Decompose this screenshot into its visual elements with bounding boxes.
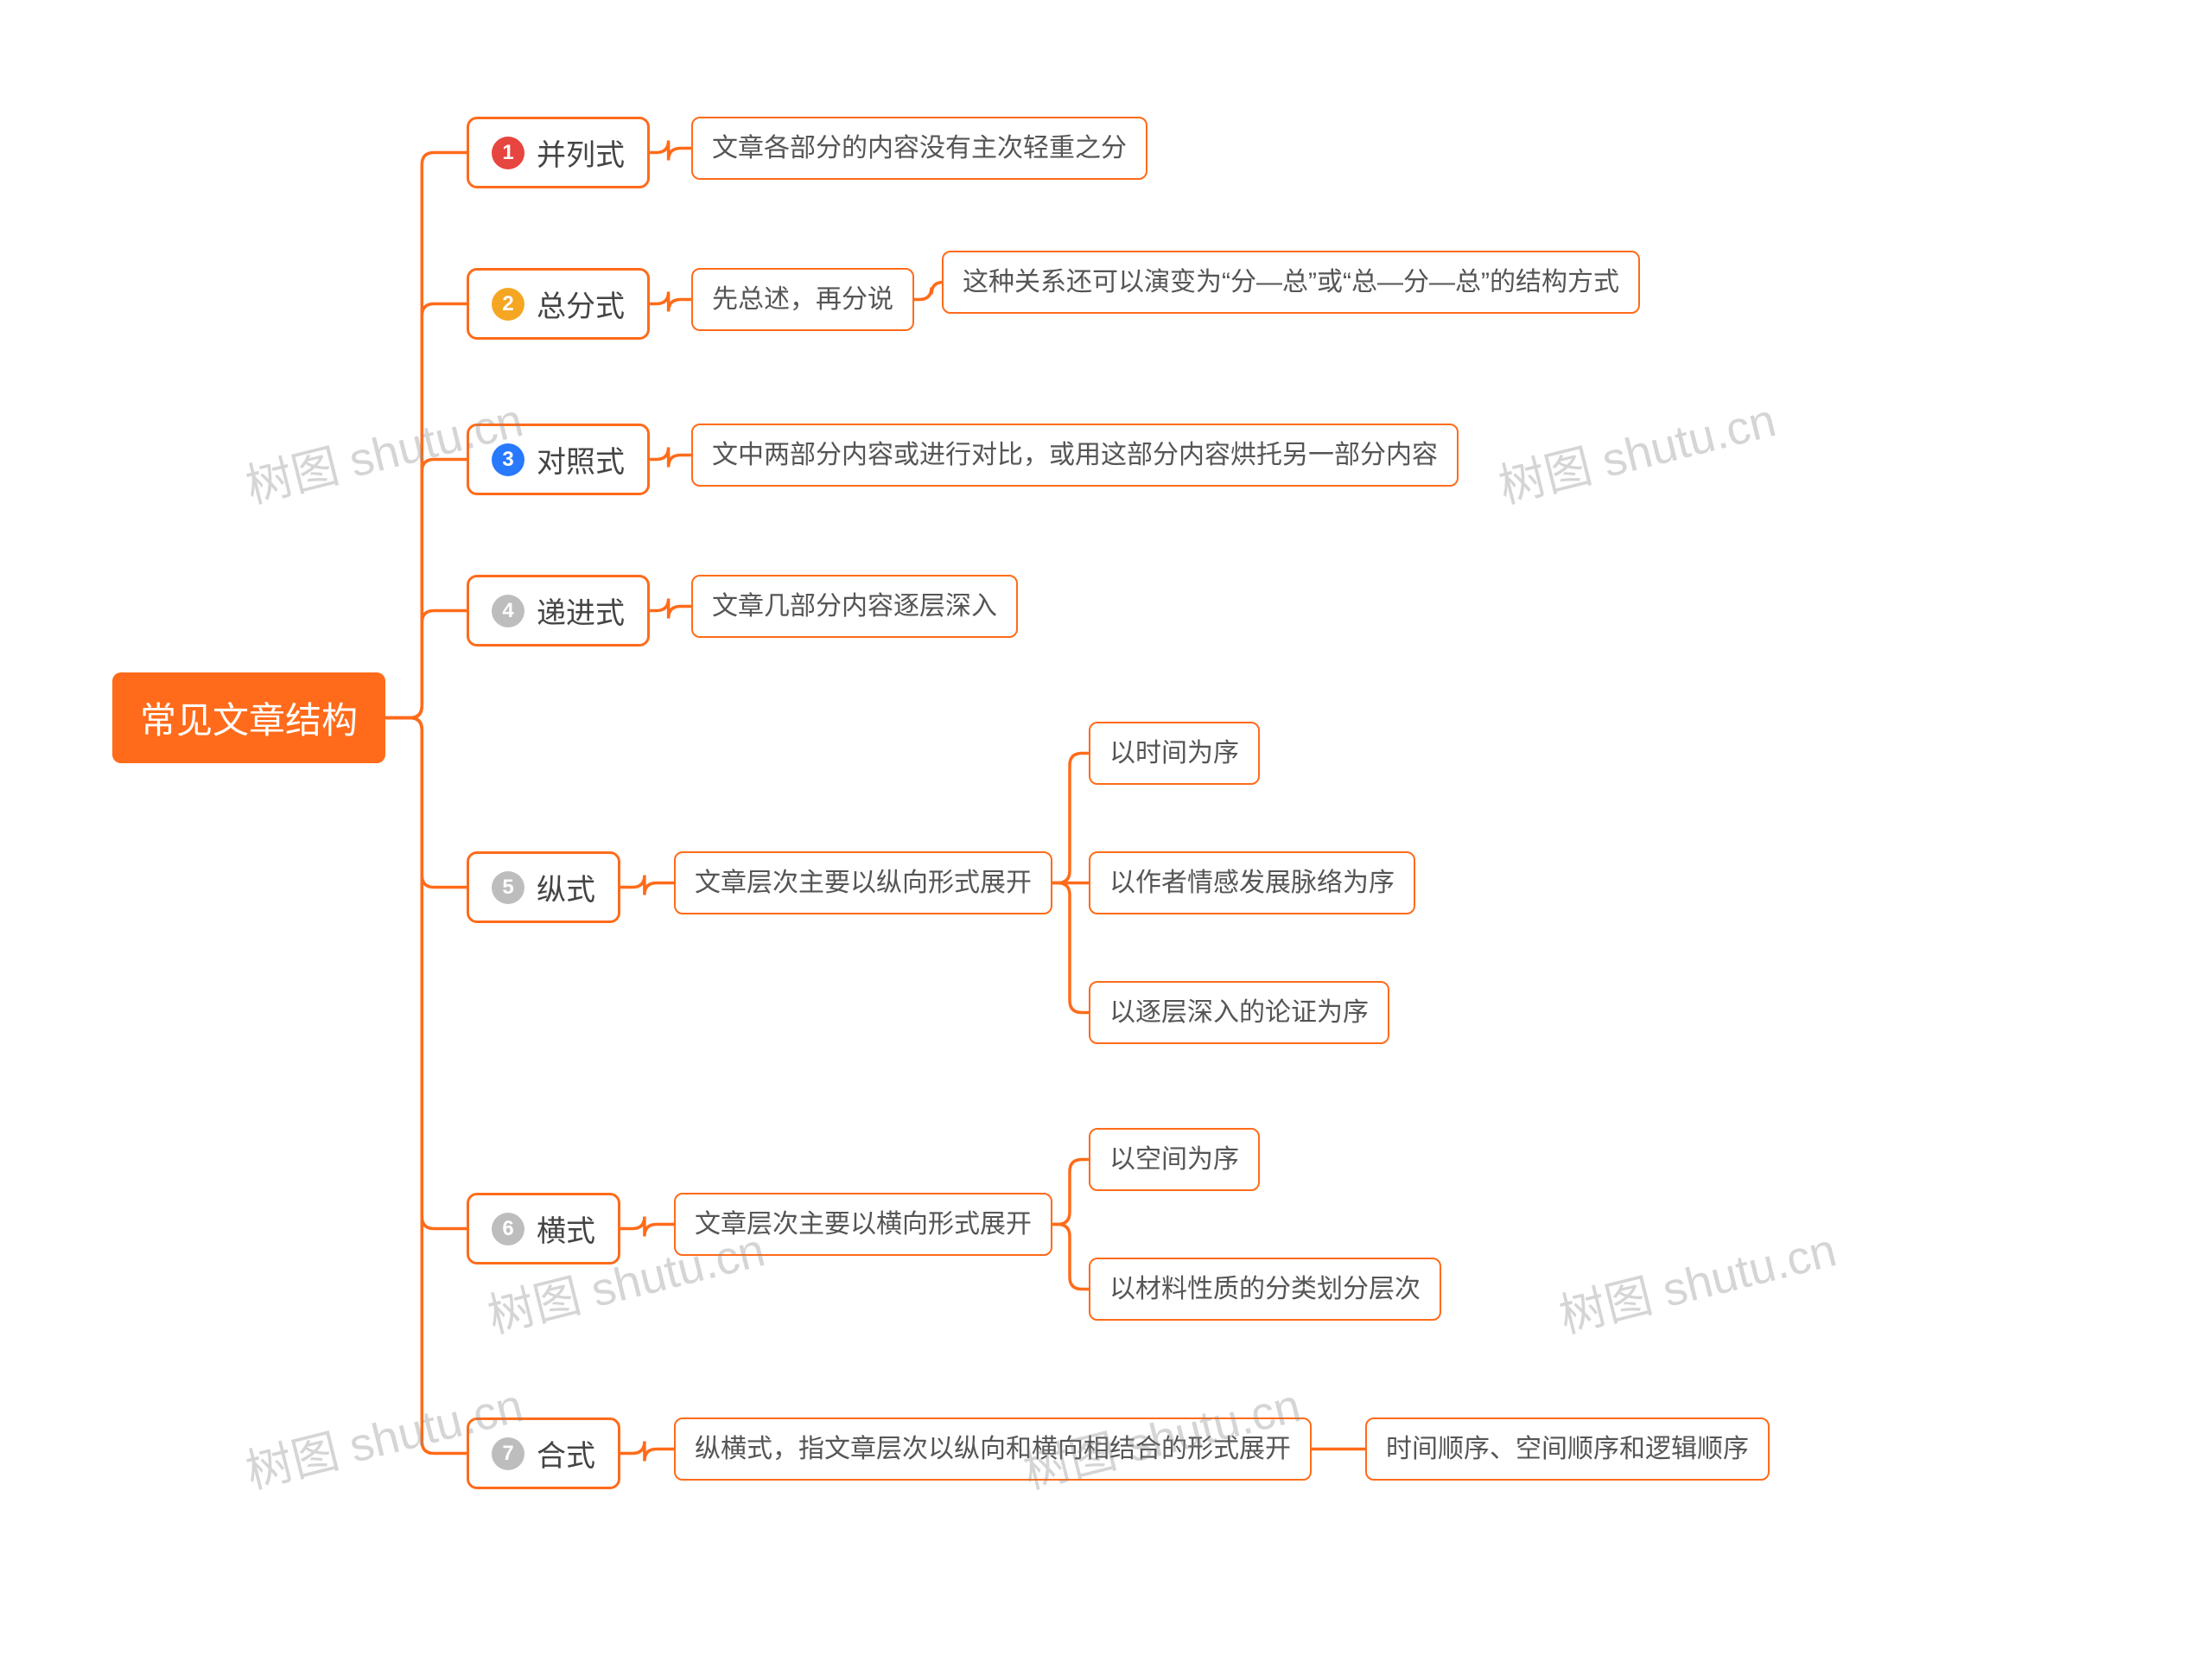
branch-node-1[interactable]: 1 并列式 bbox=[467, 117, 650, 188]
leaf-label: 这种关系还可以演变为“分—总”或“总—分—总”的结构方式 bbox=[963, 263, 1619, 302]
badge-icon: 3 bbox=[492, 443, 524, 476]
leaf-label: 以时间为序 bbox=[1109, 734, 1239, 773]
leaf-label: 文章层次主要以横向形式展开 bbox=[695, 1205, 1032, 1244]
mindmap-canvas: 常见文章结构 1 并列式 文章各部分的内容没有主次轻重之分 2 总分式 先总述，再分说 这种关… bbox=[0, 0, 2212, 1669]
branch-node-6[interactable]: 6 横式 bbox=[467, 1193, 620, 1264]
badge-icon: 2 bbox=[492, 288, 524, 321]
branch-node-2[interactable]: 2 总分式 bbox=[467, 268, 650, 340]
branch-label: 纵式 bbox=[537, 866, 595, 908]
branch-node-3[interactable]: 3 对照式 bbox=[467, 424, 650, 495]
branch-label: 并列式 bbox=[537, 131, 625, 174]
leaf-label: 先总述，再分说 bbox=[712, 280, 893, 319]
branch-node-7[interactable]: 7 合式 bbox=[467, 1417, 620, 1489]
badge-icon: 6 bbox=[492, 1213, 524, 1245]
leaf-node[interactable]: 文中两部分内容或进行对比，或用这部分内容烘托另一部分内容 bbox=[691, 424, 1459, 487]
leaf-node[interactable]: 以逐层深入的论证为序 bbox=[1089, 981, 1389, 1044]
leaf-node[interactable]: 文章各部分的内容没有主次轻重之分 bbox=[691, 117, 1147, 180]
badge-icon: 5 bbox=[492, 871, 524, 904]
watermark: 树图 shutu.cn bbox=[1551, 1212, 1842, 1347]
branch-node-5[interactable]: 5 纵式 bbox=[467, 851, 620, 923]
leaf-node[interactable]: 以材料性质的分类划分层次 bbox=[1089, 1258, 1441, 1321]
leaf-node[interactable]: 文章层次主要以横向形式展开 bbox=[674, 1193, 1052, 1256]
branch-label: 合式 bbox=[537, 1432, 595, 1475]
root-label: 常见文章结构 bbox=[140, 691, 358, 744]
leaf-label: 文章几部分内容逐层深入 bbox=[712, 587, 997, 626]
leaf-label: 以逐层深入的论证为序 bbox=[1109, 993, 1369, 1032]
watermark: 树图 shutu.cn bbox=[1491, 382, 1782, 517]
leaf-label: 文章各部分的内容没有主次轻重之分 bbox=[712, 129, 1127, 168]
badge-icon: 7 bbox=[492, 1437, 524, 1470]
leaf-label: 纵横式，指文章层次以纵向和横向相结合的形式展开 bbox=[695, 1430, 1291, 1468]
leaf-node[interactable]: 先总述，再分说 bbox=[691, 268, 914, 331]
leaf-node[interactable]: 文章几部分内容逐层深入 bbox=[691, 575, 1018, 638]
leaf-label: 文中两部分内容或进行对比，或用这部分内容烘托另一部分内容 bbox=[712, 436, 1438, 475]
badge-icon: 1 bbox=[492, 137, 524, 169]
branch-label: 横式 bbox=[537, 1207, 595, 1250]
leaf-node[interactable]: 纵横式，指文章层次以纵向和横向相结合的形式展开 bbox=[674, 1417, 1312, 1481]
branch-label: 递进式 bbox=[537, 589, 625, 632]
branch-label: 对照式 bbox=[537, 438, 625, 481]
leaf-node[interactable]: 以作者情感发展脉络为序 bbox=[1089, 851, 1415, 914]
leaf-label: 以材料性质的分类划分层次 bbox=[1109, 1270, 1421, 1309]
leaf-label: 以空间为序 bbox=[1109, 1140, 1239, 1179]
badge-icon: 4 bbox=[492, 595, 524, 627]
leaf-label: 以作者情感发展脉络为序 bbox=[1109, 863, 1395, 902]
leaf-label: 文章层次主要以纵向形式展开 bbox=[695, 863, 1032, 902]
leaf-node[interactable]: 这种关系还可以演变为“分—总”或“总—分—总”的结构方式 bbox=[942, 251, 1640, 314]
branch-node-4[interactable]: 4 递进式 bbox=[467, 575, 650, 647]
leaf-node[interactable]: 文章层次主要以纵向形式展开 bbox=[674, 851, 1052, 914]
leaf-node[interactable]: 以时间为序 bbox=[1089, 722, 1260, 785]
leaf-node[interactable]: 时间顺序、空间顺序和逻辑顺序 bbox=[1365, 1417, 1770, 1481]
leaf-label: 时间顺序、空间顺序和逻辑顺序 bbox=[1386, 1430, 1749, 1468]
leaf-node[interactable]: 以空间为序 bbox=[1089, 1128, 1260, 1191]
branch-label: 总分式 bbox=[537, 283, 625, 325]
root-node[interactable]: 常见文章结构 bbox=[112, 672, 385, 763]
